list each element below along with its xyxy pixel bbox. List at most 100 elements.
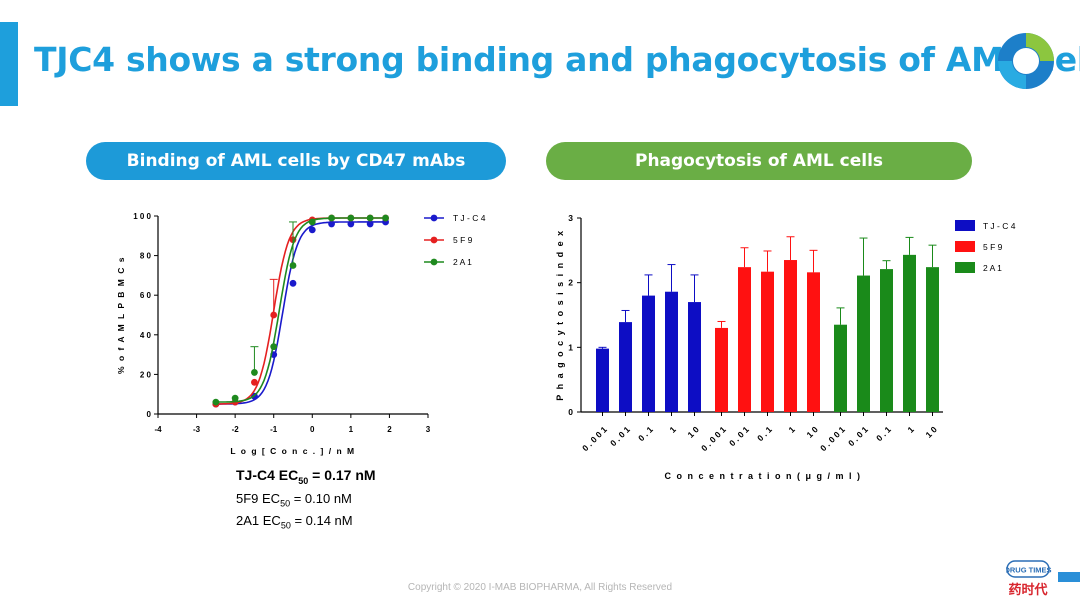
- copyright-footer: Copyright © 2020 I-MAB BIOPHARMA, All Ri…: [407, 582, 673, 593]
- y-tick-label: 2: [568, 278, 573, 288]
- ec50-5f9: 5F9 EC50 = 0.10 nM: [236, 490, 352, 509]
- ec50-values: TJ-C4 EC50 = 0.17 nM 5F9 EC50 = 0.10 nM …: [236, 467, 376, 535]
- legend-label-5f9: 5 F 9: [453, 235, 473, 245]
- binding-chart: 0 2 0 4 0 6 0 8 0 1 0 0 -4 -3 -2 -1 0 1 2 3 L o g [ C …: [116, 212, 486, 456]
- data-point-2a1: [347, 214, 355, 222]
- phagocytosis-chart: 0 1 2 3P h a g o c y t o s i s i n d e x C o…: [555, 213, 1016, 481]
- x-axis-title: C o n c e n t r a t i o n ( μ g / m l ): [664, 471, 861, 481]
- legend-marker-2a1: [430, 258, 438, 266]
- title-accent-bar: [0, 22, 18, 106]
- x-tick-label: 3: [426, 425, 431, 434]
- data-point-2a1: [328, 214, 335, 222]
- x-tick-label: 0 . 1: [874, 424, 893, 443]
- x-tick-label: 0 . 0 1: [727, 424, 751, 448]
- bar-tjc4: [688, 302, 701, 412]
- y-tick-label: 2 0: [140, 370, 152, 379]
- legend-label-2a1: 2 A 1: [453, 257, 472, 267]
- bar-2a1: [880, 269, 893, 412]
- bar-tjc4: [596, 348, 609, 412]
- x-tick-label: 1 0: [685, 424, 701, 440]
- data-point-2a1: [270, 343, 278, 351]
- x-tick-label: 0: [310, 425, 315, 434]
- y-tick-label: 1: [568, 342, 573, 352]
- x-tick-label: 0 . 1: [755, 424, 774, 443]
- data-point-tjc4: [366, 220, 374, 228]
- x-axis-title: L o g [ C o n c . ] / n M: [230, 446, 355, 456]
- x-tick-label: 1 0: [804, 424, 820, 440]
- y-tick-label: 8 0: [140, 252, 152, 261]
- y-tick-label: 3: [568, 213, 573, 223]
- y-tick-label: 0: [147, 410, 152, 419]
- bar-5f9: [784, 260, 797, 412]
- data-point-2a1: [231, 394, 239, 402]
- data-point-tjc4: [289, 279, 297, 287]
- legend-label-tjc4: T J - C 4: [453, 213, 486, 223]
- legend-swatch-tjc4: [955, 220, 975, 231]
- data-point-2a1: [212, 398, 220, 406]
- legend-label-5f9: 5 F 9: [983, 242, 1003, 252]
- slide-title: TJC4 shows a strong binding and phagocyt…: [34, 40, 1080, 79]
- x-tick-label: 0 . 1: [636, 424, 655, 443]
- binding-panel-header: Binding of AML cells by CD47 mAbs: [86, 142, 506, 180]
- curve-tjc4: [215, 221, 384, 405]
- y-tick-label: 6 0: [140, 291, 152, 300]
- x-tick-label: -2: [232, 425, 240, 434]
- footer-accent-stripe: [1058, 572, 1080, 582]
- y-axis-title: P h a g o c y t o s i s i n d e x: [555, 229, 565, 400]
- y-tick-label: 0: [568, 407, 573, 417]
- y-axis-title: % o f A M L P B M C s: [116, 256, 126, 374]
- bar-2a1: [834, 324, 847, 412]
- phagocytosis-panel-header: Phagocytosis of AML cells: [546, 142, 972, 180]
- ec50-2a1: 2A1 EC50 = 0.14 nM: [236, 513, 353, 531]
- legend-swatch-5f9: [955, 241, 975, 252]
- legend-marker-tjc4: [430, 214, 438, 222]
- bar-2a1: [903, 254, 916, 412]
- data-point-2a1: [251, 369, 258, 376]
- x-tick-label: 1: [905, 424, 916, 435]
- data-point-2a1: [289, 262, 297, 269]
- y-tick-label: 4 0: [140, 331, 152, 340]
- x-tick-label: 1: [786, 424, 797, 435]
- x-tick-label: 1 0: [923, 424, 939, 440]
- x-tick-label: 1: [667, 424, 678, 435]
- bar-5f9: [738, 267, 751, 412]
- bar-5f9: [715, 327, 728, 412]
- curve-2a1: [215, 217, 384, 403]
- curve-5f9: [215, 217, 384, 405]
- data-point-2a1: [366, 214, 374, 222]
- legend-swatch-2a1: [955, 262, 975, 273]
- data-point-5f9: [270, 311, 278, 319]
- x-tick-label: 0 . 0 0 1: [699, 424, 728, 453]
- ec50-tjc4: TJ-C4 EC50 = 0.17 nM: [236, 467, 376, 486]
- bar-2a1: [857, 275, 870, 412]
- x-tick-label: -4: [154, 425, 162, 434]
- x-tick-label: 0 . 0 1: [608, 424, 632, 448]
- y-tick-label: 1 0 0: [133, 212, 151, 221]
- x-tick-label: 2: [387, 425, 392, 434]
- x-tick-label: -1: [270, 425, 278, 434]
- bar-tjc4: [619, 322, 632, 412]
- bar-2a1: [926, 267, 939, 412]
- drug-times-badge: DRUG TIMES 药时代: [1006, 560, 1052, 597]
- data-point-tjc4: [308, 226, 316, 234]
- x-tick-label: 1: [349, 425, 354, 434]
- data-point-2a1: [382, 214, 389, 222]
- bar-tjc4: [642, 295, 655, 412]
- legend-marker-5f9: [430, 236, 438, 244]
- x-tick-label: -3: [193, 425, 201, 434]
- x-tick-label: 0 . 0 0 1: [580, 424, 609, 453]
- data-point-2a1: [308, 218, 316, 226]
- bar-5f9: [761, 271, 774, 412]
- x-tick-label: 0 . 0 0 1: [818, 424, 847, 453]
- drug-times-chinese-text: 药时代: [1008, 582, 1047, 597]
- bar-tjc4: [665, 291, 678, 412]
- x-tick-label: 0 . 0 1: [846, 424, 870, 448]
- data-point-5f9: [251, 378, 258, 386]
- data-point-tjc4: [328, 220, 335, 228]
- bar-5f9: [807, 272, 820, 412]
- drug-times-text: DRUG TIMES: [1006, 566, 1052, 575]
- company-logo-icon: [998, 33, 1054, 89]
- data-point-tjc4: [347, 220, 355, 228]
- legend-label-2a1: 2 A 1: [983, 263, 1002, 273]
- legend-label-tjc4: T J - C 4: [983, 221, 1016, 231]
